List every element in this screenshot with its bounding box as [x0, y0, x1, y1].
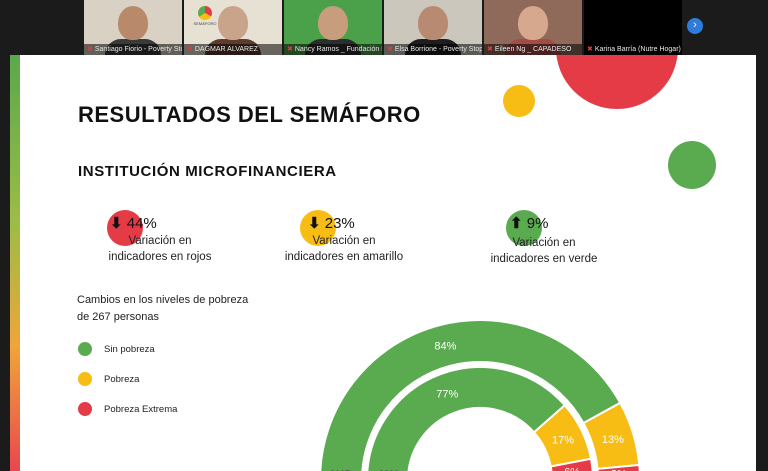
indicator-green-label-1: Variación en — [512, 237, 576, 249]
indicator-red-value: ⬇ 44% — [110, 215, 157, 232]
participant-name: ✖Elsa Borrione - Poverty Stopli... — [384, 44, 482, 55]
indicator-yellow-bubble — [300, 210, 336, 246]
arrow-down-icon: ⬇ — [110, 215, 123, 232]
participant-video — [518, 6, 548, 40]
mic-muted-icon: ✖ — [587, 46, 593, 53]
indicator-yellow-label-2: indicadores en amarillo — [284, 251, 404, 263]
participant-name: ✖ Karina Barría (Nutre Hogar) — [584, 44, 682, 55]
participant-tile[interactable]: ✖ Karina Barría (Nutre Hogar) — [584, 0, 682, 55]
slide-accent-bar — [10, 55, 20, 471]
donut-segment-2017-0 — [319, 319, 622, 471]
donut-label-2017-2: 3% — [611, 468, 627, 471]
legend-pobreza: Pobreza — [78, 372, 139, 388]
participant-video — [418, 6, 448, 40]
donut-segment-2016-0 — [366, 366, 567, 471]
donut-label-2017-0: 84% — [434, 340, 456, 352]
indicator-red: ⬇ 44% Variación en indicadores en rojos — [100, 210, 220, 270]
donut-label-2016-1: 17% — [552, 434, 574, 446]
arrow-up-icon: ⬆ — [510, 215, 523, 232]
indicator-green-bubble — [506, 210, 542, 246]
indicator-green-value: ⬆ 9% — [510, 215, 549, 232]
donut-label-2016-2: 6% — [564, 466, 580, 471]
decorative-yellow-circle — [503, 85, 535, 117]
arrow-down-icon: ⬇ — [308, 215, 321, 232]
participants-bar: ✖ Santiago Fiorio - Poverty Sto... SEMÁFOR… — [0, 0, 768, 55]
decorative-red-circle — [556, 55, 678, 109]
indicator-yellow: ⬇ 23% Variación en indicadores en amaril… — [280, 210, 408, 270]
mic-muted-icon: ✖ — [287, 46, 293, 53]
mic-muted-icon: ✖ — [187, 46, 193, 53]
legend-dot-red — [78, 402, 92, 417]
donut-segment-2017-2 — [596, 463, 641, 471]
participant-name: ✖Nancy Ramos _ Fundación Pa... — [284, 44, 382, 55]
indicator-yellow-value: ⬇ 23% — [308, 215, 355, 232]
presentation-slide: RESULTADOS DEL SEMÁFORO INSTITUCIÓN MICR… — [10, 55, 756, 471]
semaforo-logo: SEMÁFORO — [192, 6, 218, 26]
indicator-red-label-1: Variación en — [128, 235, 192, 247]
year-label-2017: 2017 — [330, 469, 350, 471]
participant-video — [318, 6, 348, 40]
indicator-green-label-2: indicadores en verde — [490, 253, 598, 265]
participant-name: ✖ Eileen Ng _ CAPADESO — [484, 44, 582, 55]
slide-title: RESULTADOS DEL SEMÁFORO — [78, 102, 421, 127]
indicator-green: ⬆ 9% Variación en indicadores en verde — [484, 210, 604, 270]
participant-tile[interactable]: SEMÁFORO ✖ DAGMAR ALVAREZ — [184, 0, 282, 55]
donut-segment-2016-2 — [549, 457, 594, 471]
participant-tile[interactable]: ✖ Eileen Ng _ CAPADESO — [484, 0, 582, 55]
participant-name: ✖ Santiago Fiorio - Poverty Sto... — [84, 44, 182, 55]
mic-muted-icon: ✖ — [87, 46, 93, 53]
decorative-green-circle — [668, 141, 716, 189]
legend-dot-yellow — [78, 372, 92, 387]
participant-video — [218, 6, 248, 40]
participant-tile[interactable]: ✖Nancy Ramos _ Fundación Pa... — [284, 0, 382, 55]
indicator-yellow-label-1: Variación en — [312, 235, 376, 247]
participant-video — [118, 6, 148, 40]
mic-muted-icon: ✖ — [487, 46, 493, 53]
poverty-changes-caption: Cambios en los niveles de pobreza de 267… — [77, 294, 249, 323]
indicator-red-label-2: indicadores en rojos — [108, 251, 212, 263]
legend-pobreza-extrema: Pobreza Extrema — [78, 402, 177, 418]
donut-label-2017-1: 13% — [602, 434, 624, 446]
legend-sin-pobreza: Sin pobreza — [78, 342, 155, 358]
poverty-donut-chart: 84% 13% 3% 2017 77% 17% 6% 2016 — [319, 319, 641, 471]
participant-name: ✖ DAGMAR ALVAREZ — [184, 44, 282, 55]
mic-muted-icon: ✖ — [387, 46, 393, 53]
chevron-right-icon[interactable]: › — [687, 18, 703, 34]
slide-subtitle: INSTITUCIÓN MICROFINANCIERA — [78, 163, 337, 180]
donut-label-2016-0: 77% — [436, 388, 458, 400]
year-label-2016: 2016 — [379, 469, 399, 471]
indicator-red-bubble — [107, 210, 143, 246]
participant-tile[interactable]: ✖Elsa Borrione - Poverty Stopli... — [384, 0, 482, 55]
legend-dot-green — [78, 342, 92, 357]
participant-tile[interactable]: ✖ Santiago Fiorio - Poverty Sto... — [84, 0, 182, 55]
